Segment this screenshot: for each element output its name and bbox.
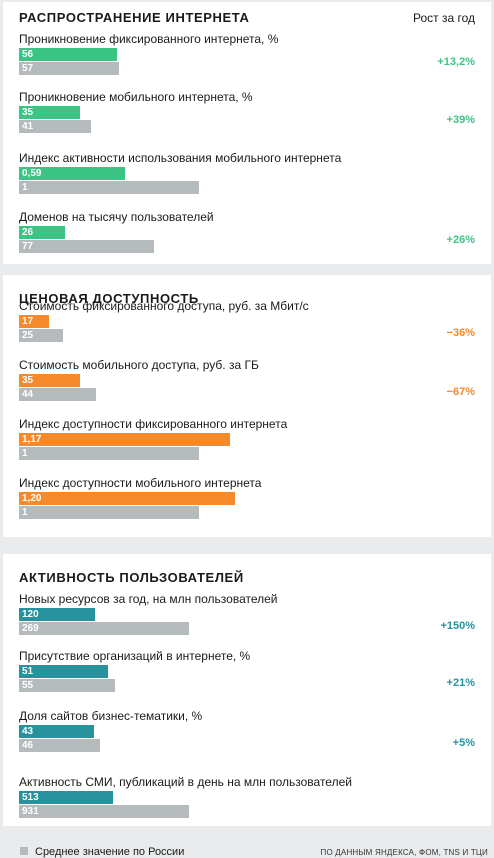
metric-label: Стоимость фиксированного доступа, руб. з…: [19, 299, 309, 313]
metric-label: Доля сайтов бизнес-тематики, %: [19, 709, 203, 723]
region-bar: 1,20: [19, 492, 235, 505]
metric-label: Проникновение мобильного интернета, %: [19, 90, 253, 104]
metric-row: Проникновение мобильного интернета, % 35 4…: [3, 90, 491, 150]
region-bar: 43: [19, 725, 95, 738]
region-bar: 35: [19, 106, 81, 119]
average-bar: 77: [19, 240, 154, 253]
average-bar: 57: [19, 62, 119, 75]
average-bar-value: 77: [22, 241, 34, 252]
metric-label: Индекс доступности фиксированного интерн…: [19, 417, 288, 431]
average-bar: 25: [19, 329, 63, 342]
average-bar: 1: [19, 447, 199, 460]
average-bar: 55: [19, 679, 116, 692]
growth-value: −36%: [446, 327, 475, 339]
metric-label: Новых ресурсов за год, на млн пользовате…: [19, 592, 278, 606]
metric-row: Доля сайтов бизнес-тематики, % 43 46 +5%: [3, 709, 491, 769]
metric-row: Новых ресурсов за год, на млн пользовате…: [3, 592, 491, 652]
region-bar: 1,17: [19, 433, 230, 446]
metric-row: Доменов на тысячу пользователей 26 77 +26%: [3, 210, 491, 270]
metric-row: Стоимость мобильного доступа, руб. за ГБ…: [3, 358, 491, 418]
average-bar-value: 57: [22, 63, 34, 74]
metric-label: Индекс активности использования мобильно…: [19, 151, 342, 165]
metric-row: Проникновение фиксированного интернета, …: [3, 32, 491, 92]
region-bar: 120: [19, 608, 95, 621]
metric-label: Присутствие организаций в интернете, %: [19, 649, 251, 663]
average-bar-value: 44: [22, 389, 34, 400]
metric-label: Проникновение фиксированного интернета, …: [19, 32, 279, 46]
source-note: ПО ДАННЫМ ЯНДЕКСА, ФОМ, TNS И TЦИ: [320, 848, 488, 857]
region-bar-value: 56: [22, 49, 34, 60]
region-bar-value: 35: [22, 375, 34, 386]
region-bar-value: 1,17: [22, 434, 42, 445]
average-bar-value: 269: [22, 623, 39, 634]
growth-value: +150%: [440, 620, 475, 632]
metric-row: Индекс доступности мобильного интернета 1…: [3, 476, 491, 536]
average-bar-value: 41: [22, 121, 34, 132]
region-bar-value: 51: [22, 666, 34, 677]
section-internet-spread: РАСПРОСТРАНЕНИЕ ИНТЕРНЕТА Рост за год Пр…: [3, 2, 491, 264]
growth-value: +5%: [452, 737, 475, 749]
legend-label: Среднее значение по России: [35, 846, 185, 858]
legend-swatch: [20, 847, 28, 855]
section-title: АКТИВНОСТЬ ПОЛЬЗОВАТЕЛЕЙ: [19, 570, 244, 585]
region-bar: 17: [19, 315, 49, 328]
growth-value: +26%: [446, 234, 475, 246]
average-bar-value: 1: [22, 448, 28, 459]
growth-value: +21%: [446, 677, 475, 689]
metric-label: Доменов на тысячу пользователей: [19, 210, 214, 224]
region-bar-value: 1,20: [22, 493, 42, 504]
legend: Среднее значение по России: [20, 846, 184, 858]
average-bar: 1: [19, 181, 199, 194]
metric-label: Активность СМИ, публикаций в день на млн…: [19, 775, 352, 789]
average-bar-value: 46: [22, 740, 34, 751]
region-bar-value: 43: [22, 726, 34, 737]
region-bar: 56: [19, 48, 117, 61]
metric-row: Стоимость фиксированного доступа, руб. з…: [3, 299, 491, 359]
average-bar: 931: [19, 805, 189, 818]
metric-row: Индекс доступности фиксированного интерн…: [3, 417, 491, 477]
average-bar: 269: [19, 622, 189, 635]
section-title: ЦЕНОВАЯ ДОСТУПНОСТЬ: [19, 291, 199, 306]
region-bar: 0,59: [19, 167, 126, 180]
average-bar: 44: [19, 388, 96, 401]
average-bar-value: 1: [22, 507, 28, 518]
region-bar: 513: [19, 791, 113, 804]
region-bar-value: 513: [22, 792, 39, 803]
growth-value: +39%: [446, 114, 475, 126]
growth-column-header: Рост за год: [412, 11, 475, 25]
average-bar: 46: [19, 739, 100, 752]
region-bar: 26: [19, 226, 65, 239]
average-bar-value: 55: [22, 680, 34, 691]
region-bar-value: 120: [22, 609, 39, 620]
region-bar-value: 26: [22, 227, 34, 238]
metric-row: Индекс активности использования мобильно…: [3, 151, 491, 211]
average-bar: 41: [19, 120, 91, 133]
region-bar-value: 0,59: [22, 168, 42, 179]
average-bar-value: 931: [22, 806, 39, 817]
region-bar: 51: [19, 665, 109, 678]
metric-row: Активность СМИ, публикаций в день на млн…: [3, 775, 491, 835]
metric-label: Индекс доступности мобильного интернета: [19, 476, 262, 490]
metric-label: Стоимость мобильного доступа, руб. за ГБ: [19, 358, 259, 372]
section-user-activity: АКТИВНОСТЬ ПОЛЬЗОВАТЕЛЕЙ Новых ресурсов …: [3, 554, 491, 826]
section-price-availability: ЦЕНОВАЯ ДОСТУПНОСТЬ Стоимость фиксирован…: [3, 275, 491, 537]
section-title: РАСПРОСТРАНЕНИЕ ИНТЕРНЕТА: [19, 10, 250, 25]
average-bar-value: 25: [22, 330, 34, 341]
average-bar: 1: [19, 506, 199, 519]
average-bar-value: 1: [22, 182, 28, 193]
growth-value: +13,2%: [437, 56, 475, 68]
region-bar: 35: [19, 374, 81, 387]
region-bar-value: 35: [22, 107, 34, 118]
metric-row: Присутствие организаций в интернете, % 51…: [3, 649, 491, 709]
region-bar-value: 17: [22, 316, 34, 327]
growth-value: −67%: [446, 386, 475, 398]
